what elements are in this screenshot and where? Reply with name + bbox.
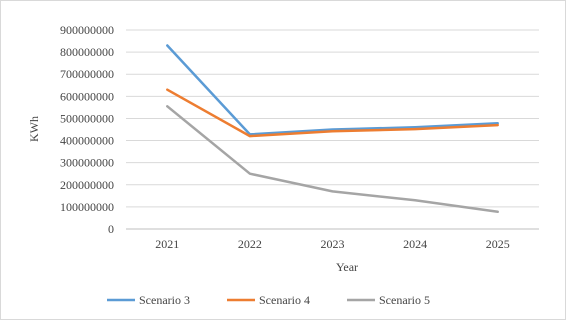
x-tick-label: 2022 [238, 237, 262, 251]
y-tick-label: 500000000 [60, 111, 114, 125]
y-tick-label: 200000000 [60, 178, 114, 192]
legend-label: Scenario 4 [259, 293, 310, 307]
series-line [166, 44, 499, 136]
y-tick-label: 300000000 [60, 156, 114, 170]
x-tick-label: 2025 [486, 237, 510, 251]
y-tick-label: 100000000 [60, 200, 114, 214]
x-tick-label: 2021 [155, 237, 179, 251]
x-tick-label: 2023 [321, 237, 345, 251]
x-axis-title: Year [336, 260, 358, 274]
line-chart: 0 100000000 200000000 300000000 400000000 500… [27, 23, 539, 307]
y-tick-label: 0 [108, 222, 114, 236]
y-tick-label: 800000000 [60, 45, 114, 59]
series-line [166, 88, 499, 138]
y-tick-label: 600000000 [60, 89, 114, 103]
legend-label: Scenario 5 [379, 293, 430, 307]
y-tick-label: 400000000 [60, 134, 114, 148]
legend-label: Scenario 3 [139, 293, 190, 307]
x-tick-label: 2024 [403, 237, 427, 251]
legend: Scenario 3 Scenario 4 Scenario 5 [107, 293, 430, 307]
series-line [166, 105, 499, 214]
y-tick-label: 700000000 [60, 67, 114, 81]
series-lines [166, 44, 499, 214]
gridlines [126, 29, 539, 208]
axes: 0 100000000 200000000 300000000 400000000 500… [60, 23, 539, 251]
y-tick-label: 900000000 [60, 23, 114, 37]
y-axis-title: KWh [27, 116, 41, 142]
